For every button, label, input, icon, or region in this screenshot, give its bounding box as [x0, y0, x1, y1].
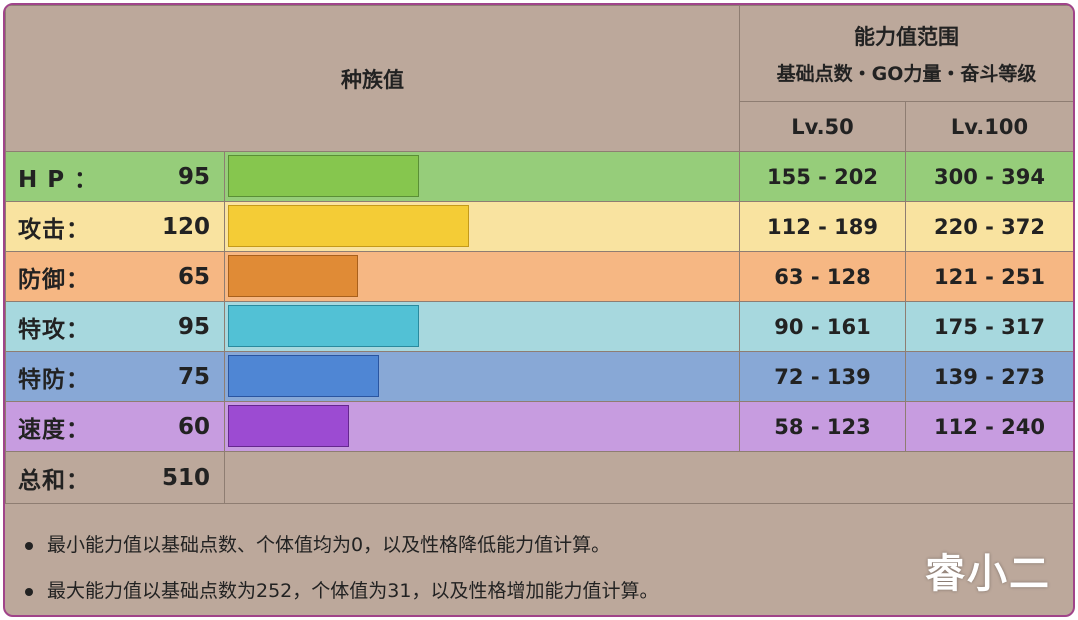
- bullet-icon: [25, 541, 33, 550]
- stat-row: 特攻： 95 90 - 161 175 - 317: [5, 301, 1073, 352]
- stat-label-cell: 防御： 65: [5, 251, 225, 302]
- stat-bar-cell: [224, 301, 740, 352]
- lv100-range: 300 - 394: [905, 151, 1073, 202]
- note-min-text: 最小能力值以基础点数、个体值均为0，以及性格降低能力值计算。: [47, 534, 611, 556]
- stat-value: 120: [161, 213, 210, 240]
- stat-label: 防御：: [18, 266, 90, 293]
- range-header: 能力值范围 基础点数・GO力量・奋斗等级: [739, 5, 1073, 102]
- stat-bar-cell: [224, 201, 740, 252]
- stat-label-cell: 特攻： 95: [5, 301, 225, 352]
- lv100-label: Lv.100: [950, 114, 1029, 139]
- lv100-range: 139 - 273: [905, 351, 1073, 402]
- stat-label: 速度：: [18, 416, 90, 443]
- stat-row: H P ： 95 155 - 202 300 - 394: [5, 151, 1073, 202]
- stat-label: H P ：: [18, 166, 99, 193]
- stat-bar: [228, 355, 379, 397]
- lv100-range: 220 - 372: [905, 201, 1073, 252]
- stat-label-cell: 速度： 60: [5, 401, 225, 452]
- notes-section: 最小能力值以基础点数、个体值均为0，以及性格降低能力值计算。 最大能力值以基础点…: [5, 510, 1073, 615]
- stat-value: 65: [177, 263, 210, 290]
- total-empty-cell: [224, 451, 1073, 504]
- stat-label: 特防：: [18, 366, 90, 393]
- stat-bar: [228, 305, 419, 347]
- lv50-range: 72 - 139: [739, 351, 906, 402]
- total-label: 总和：: [18, 467, 90, 494]
- lv100-range: 121 - 251: [905, 251, 1073, 302]
- lv100-range: 175 - 317: [905, 301, 1073, 352]
- note-max-text: 最大能力值以基础点数为252，个体值为31，以及性格增加能力值计算。: [47, 580, 659, 602]
- stat-bar-cell: [224, 151, 740, 202]
- note-min: 最小能力值以基础点数、个体值均为0，以及性格降低能力值计算。: [25, 530, 610, 557]
- stat-label-cell: H P ： 95: [5, 151, 225, 202]
- lv100-range: 112 - 240: [905, 401, 1073, 452]
- stat-bar-cell: [224, 401, 740, 452]
- stats-table-frame: 种族值 能力值范围 基础点数・GO力量・奋斗等级 Lv.50 Lv.100 H …: [3, 3, 1075, 617]
- total-value: 510: [161, 464, 210, 491]
- stats-table: 种族值 能力值范围 基础点数・GO力量・奋斗等级 Lv.50 Lv.100 H …: [5, 5, 1073, 504]
- total-label-cell: 总和： 510: [5, 451, 225, 504]
- lv100-header: Lv.100: [905, 101, 1073, 152]
- stat-label: 攻击：: [18, 216, 90, 243]
- stat-row: 速度： 60 58 - 123 112 - 240: [5, 401, 1073, 452]
- range-title: 能力值范围: [854, 25, 959, 49]
- stat-label: 特攻：: [18, 316, 90, 343]
- stat-bar-cell: [224, 351, 740, 402]
- lv50-range: 63 - 128: [739, 251, 906, 302]
- stat-bar: [228, 155, 419, 197]
- lv50-range: 112 - 189: [739, 201, 906, 252]
- lv50-range: 155 - 202: [739, 151, 906, 202]
- note-max: 最大能力值以基础点数为252，个体值为31，以及性格增加能力值计算。: [25, 576, 658, 603]
- stat-bar: [228, 205, 469, 247]
- base-stats-header: 种族值: [5, 5, 740, 152]
- stat-label-cell: 攻击： 120: [5, 201, 225, 252]
- stat-bar: [228, 405, 349, 447]
- stat-value: 60: [177, 413, 210, 440]
- lv50-header: Lv.50: [739, 101, 906, 152]
- stat-value: 95: [177, 163, 210, 190]
- stat-bar-cell: [224, 251, 740, 302]
- stat-value: 75: [177, 363, 210, 390]
- stat-bar: [228, 255, 358, 297]
- stat-row: 特防： 75 72 - 139 139 - 273: [5, 351, 1073, 402]
- bullet-icon: [25, 587, 33, 596]
- stat-row: 攻击： 120 112 - 189 220 - 372: [5, 201, 1073, 252]
- stat-row: 防御： 65 63 - 128 121 - 251: [5, 251, 1073, 302]
- lv50-range: 90 - 161: [739, 301, 906, 352]
- total-row: 总和： 510: [5, 451, 1073, 504]
- base-stats-title: 种族值: [341, 67, 404, 92]
- lv50-range: 58 - 123: [739, 401, 906, 452]
- stat-value: 95: [177, 313, 210, 340]
- stat-label-cell: 特防： 75: [5, 351, 225, 402]
- watermark: 睿小二: [925, 551, 1051, 597]
- lv50-label: Lv.50: [791, 114, 854, 139]
- range-subtitle: 基础点数・GO力量・奋斗等级: [776, 63, 1037, 85]
